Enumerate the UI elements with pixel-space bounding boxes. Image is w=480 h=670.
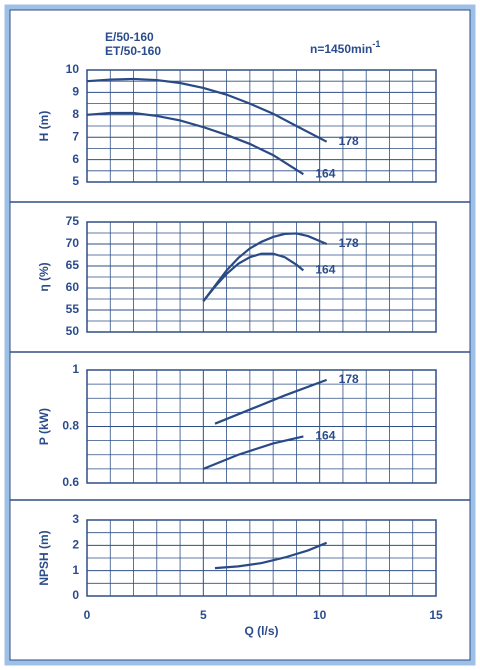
curve-label: 178 [339,134,359,148]
y-tick-label: 65 [66,258,80,272]
y-tick-label: 55 [66,302,80,316]
x-tick-label: 10 [313,608,327,622]
y-tick-label: 50 [66,324,80,338]
curve [86,111,304,176]
y-tick-label: 6 [72,152,79,166]
y-tick-label: 7 [72,129,79,143]
y-tick-label: 75 [66,214,80,228]
curve-label: 164 [315,263,335,277]
y-tick-label: 1 [72,362,79,376]
y-tick-label: 70 [66,236,80,250]
x-axis-label: Q (l/s) [244,624,278,638]
annotation-superscript: -1 [372,39,380,49]
x-tick-label: 5 [200,608,207,622]
y-axis-label: P (kW) [37,408,51,445]
annotation: n=1450min-1 [310,39,380,56]
curve [214,378,328,425]
x-tick-label: 15 [429,608,443,622]
y-tick-label: 9 [72,85,79,99]
y-tick-label: 5 [72,174,79,188]
y-tick-label: 1 [72,563,79,577]
annotation: E/50-160 [105,30,154,44]
curve-label: 164 [315,166,335,180]
y-tick-label: 0.6 [62,475,79,489]
x-tick-label: 0 [84,608,91,622]
annotation: ET/50-160 [105,44,161,58]
y-axis-label: η (%) [37,262,51,291]
curve [214,541,328,570]
y-tick-label: 10 [66,62,80,76]
annotation-text: n=1450min [310,42,372,56]
y-tick-label: 0.8 [62,419,79,433]
curve-label: 178 [339,372,359,386]
inner-frame [9,9,471,661]
curve-label: 164 [315,429,335,443]
curve-label: 178 [339,236,359,250]
y-tick-label: 8 [72,107,79,121]
annotation-text: E/50-160 [105,30,154,44]
y-tick-label: 2 [72,538,79,552]
curve [202,252,305,302]
curve [202,232,328,302]
y-axis-label: H (m) [37,111,51,142]
y-axis-label: NPSH (m) [37,530,51,585]
y-tick-label: 0 [72,588,79,602]
curve [86,77,328,143]
y-tick-label: 60 [66,280,80,294]
y-tick-label: 3 [72,512,79,526]
annotation-text: ET/50-160 [105,44,161,58]
curve [202,435,304,470]
